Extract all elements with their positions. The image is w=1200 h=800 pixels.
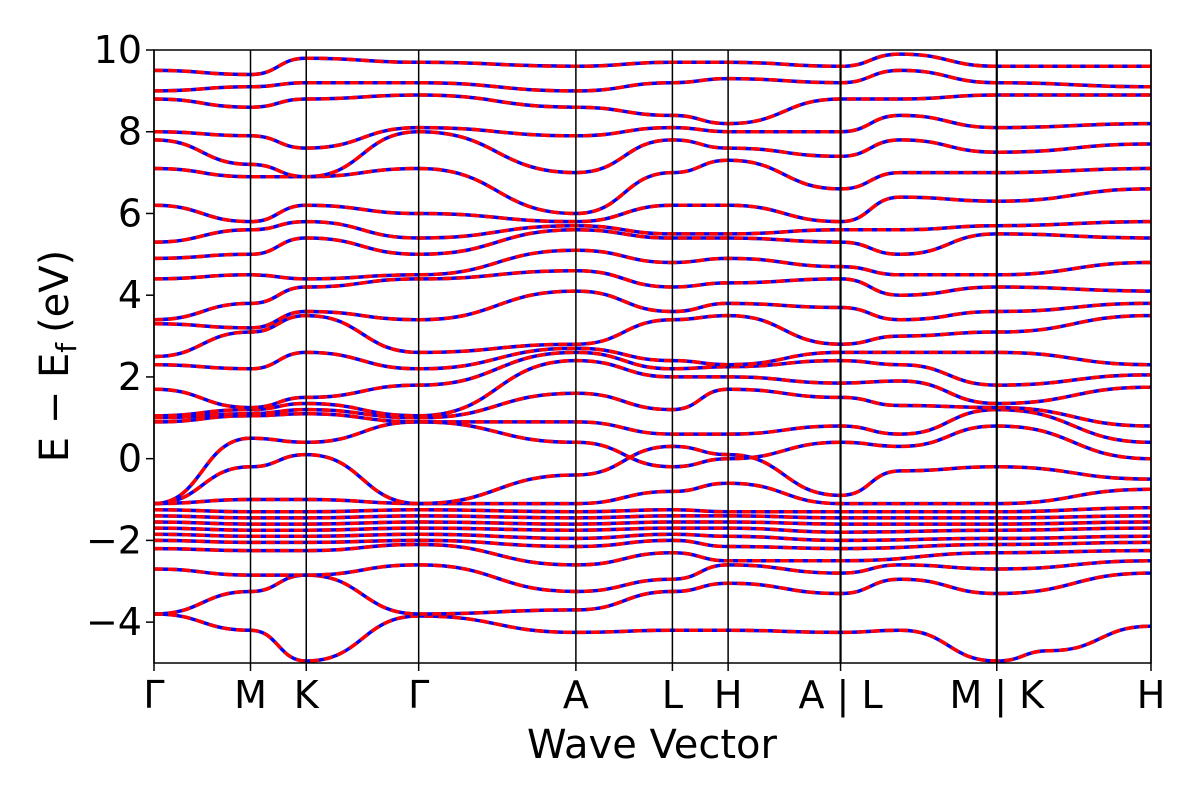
x-tick-label-0: Γ (143, 673, 164, 717)
x-tick-label-1: M (234, 673, 267, 717)
y-axis-title-subscript: f (50, 342, 83, 353)
band-21-red (154, 248, 1151, 281)
band-16-red (154, 350, 1151, 410)
band-17-red (154, 346, 1151, 371)
x-tick-label-2: K (294, 673, 320, 717)
band-3-red (154, 542, 1151, 567)
band-2-red (154, 559, 1151, 594)
bands-layer (154, 52, 1151, 663)
x-tick-label-5: L (662, 673, 683, 717)
band-23-red (154, 219, 1151, 244)
band-7-red (154, 520, 1151, 526)
band-28-red (154, 93, 1151, 126)
y-axis-title: E − Ef (eV) (32, 250, 83, 463)
x-tick-label-4: A (563, 673, 589, 717)
band-18-red (154, 313, 1151, 359)
band-5-red (154, 532, 1151, 543)
band-10-red (154, 481, 1151, 506)
y-axis-ticks: −4 −2 0 2 4 6 8 10 (86, 28, 154, 644)
y-tick-label-1: −2 (86, 518, 142, 562)
band-26-red (154, 129, 1151, 179)
kpoint-lines (153, 50, 1152, 663)
y-tick-label-5: 6 (118, 191, 142, 235)
x-tick-label-7: A | L (798, 673, 882, 718)
band-8-red (154, 514, 1151, 520)
band-20-red (154, 268, 1151, 322)
x-axis-title: Wave Vector (527, 722, 778, 768)
band-6-red (154, 526, 1151, 534)
y-axis-title-unit: (eV) (32, 250, 78, 333)
band-22-red (154, 228, 1151, 261)
y-axis-title-main: E − E (32, 353, 78, 463)
x-tick-label-6: H (714, 673, 743, 717)
plot-frame (153, 49, 1152, 664)
band-25-red (154, 158, 1151, 216)
x-tick-label-8: M | K (949, 673, 1045, 718)
y-tick-label-0: −4 (86, 600, 142, 644)
y-tick-label-2: 0 (118, 437, 142, 481)
y-tick-label-6: 8 (118, 110, 142, 154)
y-tick-label-3: 2 (118, 355, 142, 399)
x-tick-label-9: H (1137, 673, 1166, 717)
x-tick-label-3: Γ (408, 673, 429, 717)
band-12-red (154, 420, 1151, 506)
band-19-red (154, 289, 1151, 330)
y-tick-label-7: 10 (94, 28, 142, 72)
band-15-red (154, 358, 1151, 418)
band-30-red (154, 52, 1151, 77)
band-27-red (154, 113, 1151, 150)
y-tick-label-4: 4 (118, 273, 142, 317)
band-9-red (154, 505, 1151, 514)
band-4-red (154, 538, 1151, 551)
band-11-red (154, 444, 1151, 506)
